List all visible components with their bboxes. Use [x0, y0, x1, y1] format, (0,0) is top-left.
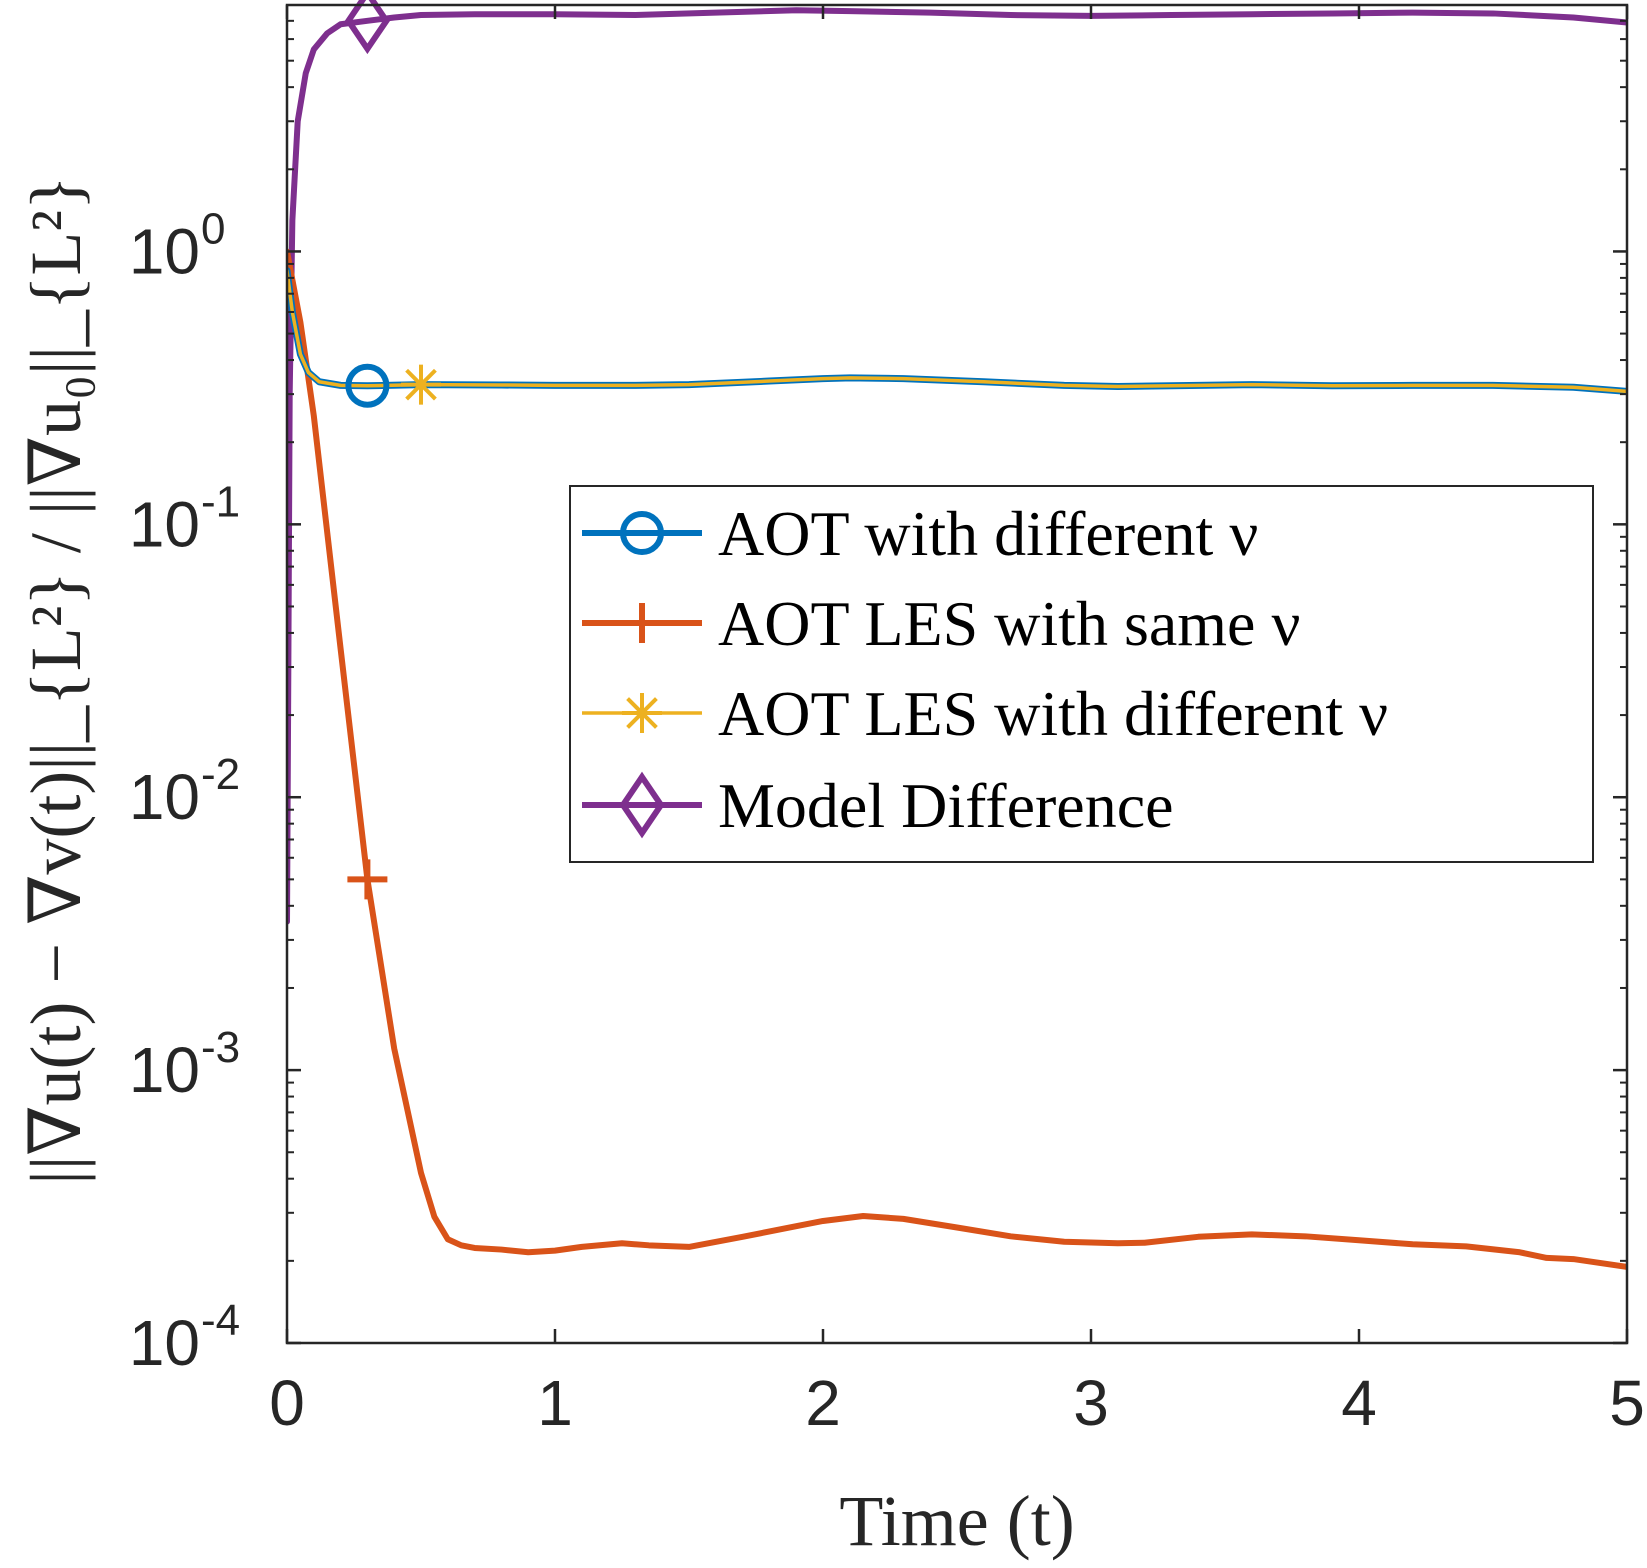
legend-label: AOT LES with same ν: [718, 588, 1300, 659]
y-tick-label-base: 10: [129, 1034, 200, 1106]
y-tick-label-base: 10: [129, 1307, 200, 1379]
y-tick-label-exponent: -4: [201, 1296, 240, 1345]
series-aot-les-with-same-line: [287, 248, 1627, 1270]
legend-label: AOT LES with different ν: [718, 678, 1388, 749]
y-tick-label-2: 10 -2: [129, 750, 240, 833]
legend-entries: AOT with different ν AOT LES with same ν A…: [582, 498, 1388, 841]
y-tick-label-3: 10 -1: [129, 477, 240, 560]
legend: AOT with different ν AOT LES with same ν A…: [569, 485, 1594, 863]
series-aot-with-different-marker: [345, 363, 390, 408]
y-tick-label-exponent: 0: [201, 204, 225, 253]
x-tick-label-5: 5: [1609, 1367, 1645, 1439]
x-tick-label-0: 0: [269, 1367, 305, 1439]
x-tick-label-1: 1: [537, 1367, 573, 1439]
legend-item-aot-with-different: AOT with different ν: [582, 498, 1258, 569]
legend-item-aot-les-with-different: AOT LES with different ν: [582, 678, 1388, 749]
y-tick-label-base: 10: [129, 488, 200, 560]
x-tick-labels: 0 1 2 3 4 5: [269, 1367, 1645, 1439]
legend-box: [569, 485, 1594, 863]
x-tick-label-3: 3: [1073, 1367, 1109, 1439]
axes-frame: [285, 3, 1629, 1345]
legend-marker: [620, 511, 664, 555]
series-aot-les-with-different-marker: [401, 364, 441, 405]
legend-item-aot-les-with-same: AOT LES with same ν: [582, 588, 1300, 659]
legend-item-model-difference: Model Difference: [582, 770, 1174, 841]
x-tick-label-4: 4: [1341, 1367, 1377, 1439]
series-model-difference-line: [287, 7, 1627, 925]
y-tick-label-exponent: -2: [201, 750, 240, 799]
legend-marker: [619, 771, 665, 839]
x-tick-label-2: 2: [805, 1367, 841, 1439]
y-tick-label-base: 10: [129, 215, 200, 287]
series-aot-les-with-same-marker: [347, 859, 388, 900]
series-model-difference-marker: [344, 0, 391, 55]
legend-label: Model Difference: [718, 770, 1174, 841]
y-axis-title: ||∇u(t) − ∇v(t)||_{L²} / ||∇u₀||_{L²}: [16, 175, 96, 1184]
legend-label: AOT with different ν: [718, 498, 1258, 569]
y-tick-label-exponent: -3: [201, 1023, 240, 1072]
series-layer: [287, 7, 1627, 1270]
legend-marker: [622, 603, 662, 643]
y-tick-label-4: 10 0: [129, 204, 226, 287]
tick-layer: [285, 4, 1629, 1345]
series-aot-les-with-different-line: [287, 268, 1627, 394]
y-tick-label-exponent: -1: [201, 477, 240, 526]
x-axis-title: Time (t): [839, 1481, 1074, 1561]
y-tick-label-0: 10 -4: [129, 1296, 240, 1379]
y-tick-label-1: 10 -3: [129, 1023, 240, 1106]
legend-marker: [622, 693, 662, 733]
y-tick-label-base: 10: [129, 761, 200, 833]
marker-layer: [344, 0, 441, 900]
